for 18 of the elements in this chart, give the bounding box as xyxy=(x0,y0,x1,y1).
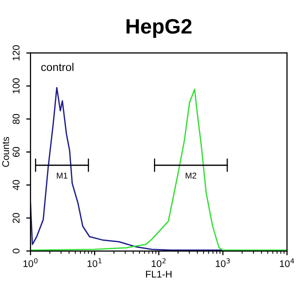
x-axis-title: FL1-H xyxy=(146,270,172,278)
y-tick-label: 60 xyxy=(12,146,20,157)
y-tick-label: 100 xyxy=(12,78,20,94)
y-tick-label: 80 xyxy=(12,114,20,124)
annotation: M1 xyxy=(56,172,68,178)
y-tick-label: 0 xyxy=(12,248,20,254)
x-tick-label: 10$^{1}$ xyxy=(88,258,102,268)
chart-title: HepG2 xyxy=(126,18,192,38)
y-axis-title: Counts xyxy=(2,136,10,167)
x-tick-label: 10$^{3}$ xyxy=(216,258,230,268)
x-tick-label: 10$^{2}$ xyxy=(152,258,166,268)
x-tick-label: 10$^{0}$ xyxy=(23,258,38,268)
annotation: control xyxy=(41,62,74,72)
y-tick-label: 120 xyxy=(12,45,20,60)
annotation: M2 xyxy=(186,172,196,178)
y-tick-label: 20 xyxy=(12,212,20,223)
x-tick-label: 10$^{4}$ xyxy=(280,258,294,268)
y-tick-label: 40 xyxy=(12,180,20,190)
